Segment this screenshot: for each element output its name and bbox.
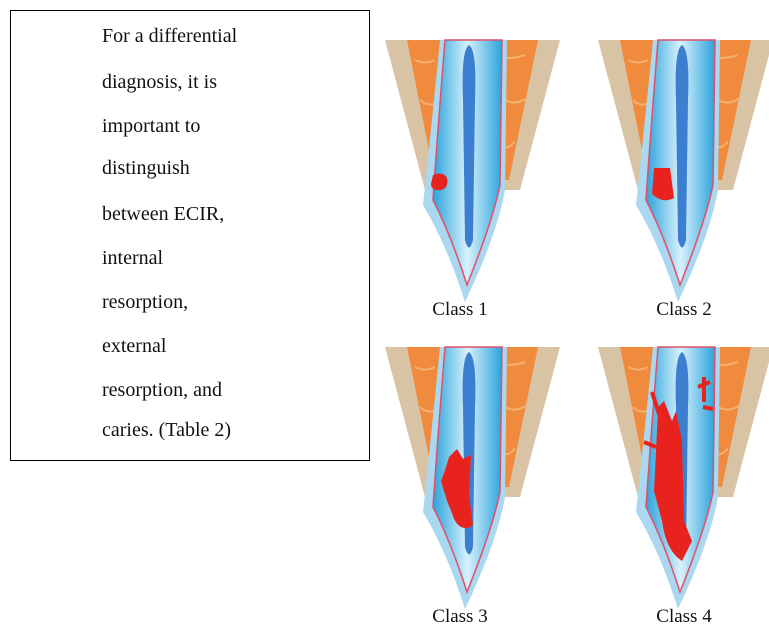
text-line: distinguish bbox=[102, 157, 190, 179]
tooth-class-2 bbox=[597, 39, 769, 303]
text-line: For a differential bbox=[102, 25, 238, 47]
class-label: Class 4 bbox=[656, 606, 712, 626]
text-line: resorption, and bbox=[102, 379, 222, 401]
tooth-class-1 bbox=[384, 39, 561, 303]
tooth-class-3 bbox=[384, 346, 561, 610]
class-label: Class 2 bbox=[656, 299, 711, 320]
text-line: external bbox=[102, 335, 167, 357]
text-line: resorption, bbox=[102, 291, 189, 313]
text-line: important to bbox=[102, 115, 201, 137]
text-line: between ECIR, bbox=[102, 203, 225, 225]
text-line: diagnosis, it is bbox=[102, 71, 218, 93]
text-line: caries. (Table 2) bbox=[102, 419, 232, 441]
class-label: Class 1 bbox=[432, 299, 487, 320]
text-line: internal bbox=[102, 247, 164, 269]
text-box: For a differential diagnosis, it is import… bbox=[10, 10, 370, 461]
tooth-class-4 bbox=[597, 346, 769, 610]
class-label: Class 3 bbox=[432, 606, 487, 626]
